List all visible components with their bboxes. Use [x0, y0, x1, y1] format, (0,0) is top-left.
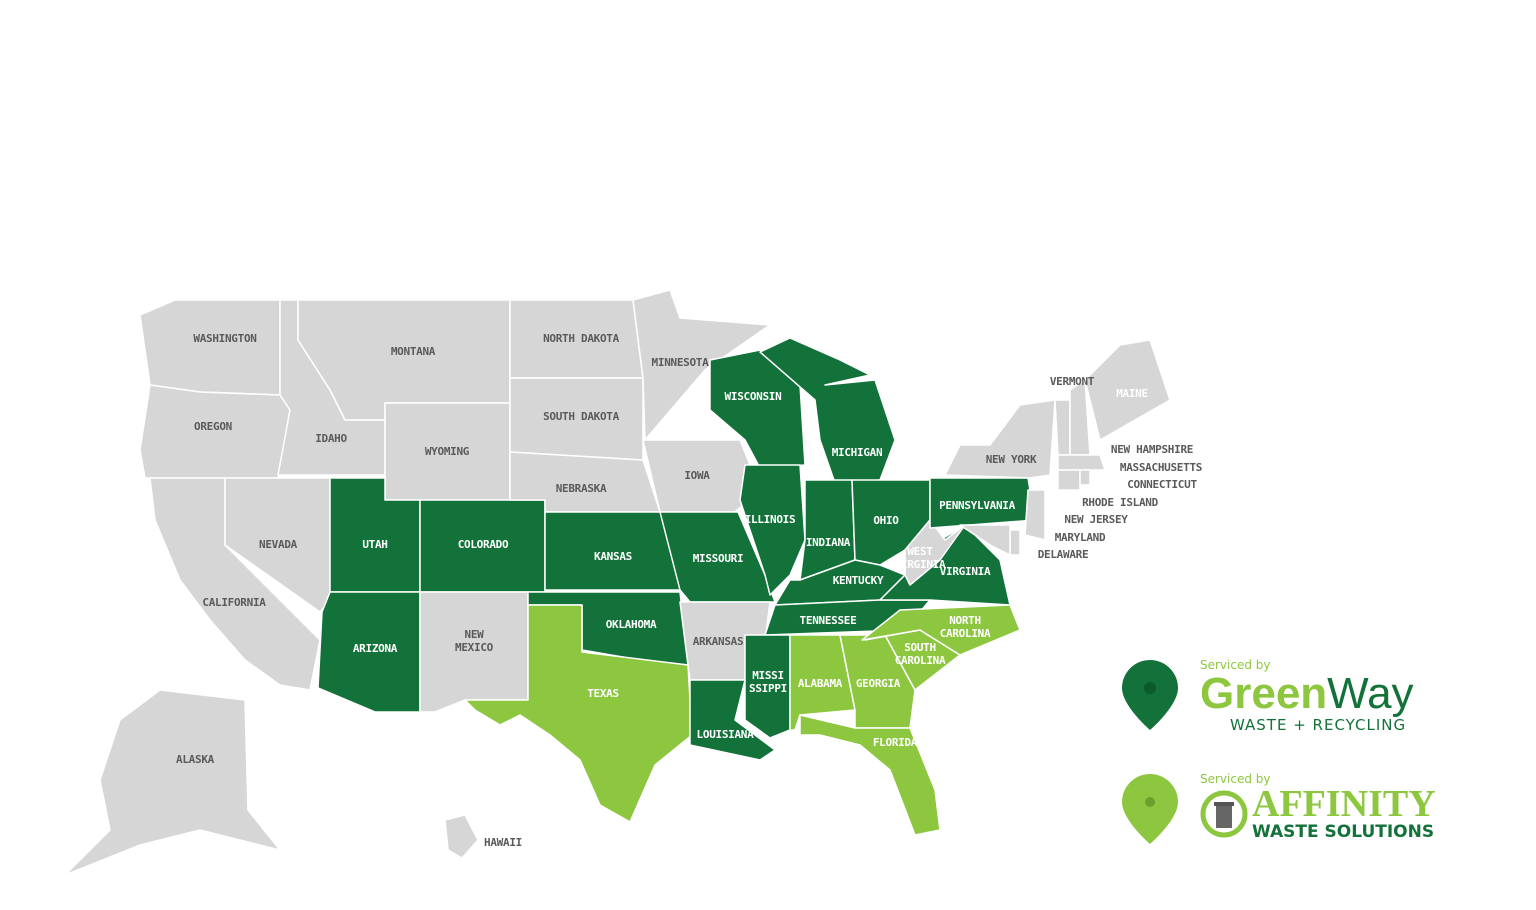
state-label-south-dakota: SOUTH DAKOTA [543, 410, 620, 423]
state-label-oregon: OREGON [194, 420, 232, 433]
state-new-jersey[interactable] [1024, 489, 1046, 541]
state-label-missi-ssippi: MISSI SSIPPI [749, 669, 787, 695]
greenway-tagline: WASTE + RECYCLING [1230, 716, 1407, 734]
state-north-carolina[interactable] [861, 604, 1021, 656]
state-alaska[interactable] [64, 689, 281, 876]
state-illinois[interactable] [739, 464, 806, 596]
affinity-tagline: WASTE SOLUTIONS [1252, 822, 1435, 842]
state-label-nebraska: NEBRASKA [556, 482, 607, 495]
state-florida[interactable] [799, 714, 941, 836]
state-massachusetts[interactable] [1057, 454, 1106, 471]
state-label-delaware: DELAWARE [1038, 548, 1089, 561]
state-label-alabama: ALABAMA [798, 677, 843, 690]
state-label-louisiana: LOUISIANA [697, 728, 755, 741]
state-label-new-hampshire: NEW HAMPSHIRE [1111, 443, 1193, 456]
state-label-utah: UTAH [362, 538, 387, 551]
state-label-california: CALIFORNIA [202, 596, 266, 609]
state-label-washington: WASHINGTON [193, 332, 256, 345]
state-label-rhode-island: RHODE ISLAND [1082, 496, 1159, 509]
serviced-by-label: Serviced by [1200, 658, 1271, 672]
state-minnesota[interactable] [632, 289, 771, 441]
state-label-maryland: MARYLAND [1055, 531, 1106, 544]
affinity-logo: AFFINITY [1252, 783, 1436, 825]
legend-greenway: Serviced by GreenWay WASTE + RECYCLING [1120, 658, 1414, 734]
state-label-tennessee: TENNESSEE [800, 614, 857, 627]
state-label-hawaii: HAWAII [484, 836, 522, 849]
state-label-north-carolina: NORTH CAROLINA [940, 614, 991, 640]
state-delaware[interactable] [1009, 529, 1021, 556]
state-label-wisconsin: WISCONSIN [725, 390, 782, 403]
state-label-nevada: NEVADA [259, 538, 298, 551]
state-label-arkansas: ARKANSAS [693, 635, 744, 648]
state-missouri[interactable] [659, 511, 776, 603]
state-label-massachusetts: MASSACHUSETTS [1120, 461, 1202, 474]
state-hawaii[interactable] [444, 814, 479, 859]
state-label-indiana: INDIANA [806, 536, 851, 549]
state-label-maine: MAINE [1116, 387, 1148, 400]
state-label-west-virginia: WEST VIRGINIA [895, 545, 946, 571]
state-label-north-dakota: NORTH DAKOTA [543, 332, 620, 345]
map-pin-icon [1122, 660, 1178, 730]
state-connecticut[interactable] [1057, 469, 1081, 491]
state-texas[interactable] [464, 604, 693, 823]
greenway-logo: GreenWay [1200, 672, 1414, 716]
greenway-logo-green: Green [1200, 669, 1328, 718]
state-label-michigan: MICHIGAN [832, 446, 883, 459]
state-label-virginia: VIRGINIA [940, 565, 991, 578]
state-label-iowa: IOWA [684, 469, 710, 482]
state-label-illinois: ILLINOIS [745, 513, 796, 526]
state-new-hampshire[interactable] [1069, 379, 1091, 456]
state-label-georgia: GEORGIA [856, 677, 901, 690]
map-pin-icon [1122, 774, 1178, 844]
state-label-alaska: ALASKA [176, 753, 215, 766]
state-label-new-york: NEW YORK [986, 453, 1037, 466]
state-label-kentucky: KENTUCKY [833, 574, 884, 587]
state-vermont[interactable] [1054, 399, 1071, 456]
state-label-montana: MONTANA [391, 345, 436, 358]
state-label-minnesota: MINNESOTA [652, 356, 710, 369]
trash-can-recycle-icon [1200, 790, 1248, 838]
state-label-new-mexico: NEW MEXICO [455, 628, 494, 654]
state-label-idaho: IDAHO [315, 432, 347, 445]
state-label-vermont: VERMONT [1050, 375, 1095, 388]
state-washington[interactable] [139, 299, 281, 396]
state-label-new-jersey: NEW JERSEY [1064, 513, 1128, 526]
state-maryland[interactable] [959, 524, 1011, 556]
state-michigan[interactable] [759, 337, 896, 484]
state-label-texas: TEXAS [587, 687, 619, 700]
state-label-oklahoma: OKLAHOMA [606, 618, 657, 631]
state-label-arizona: ARIZONA [353, 642, 398, 655]
state-label-ohio: OHIO [873, 514, 899, 527]
state-label-wyoming: WYOMING [425, 445, 470, 458]
state-label-south-carolina: SOUTH CAROLINA [895, 641, 946, 667]
serviced-by-label: Serviced by [1200, 772, 1271, 786]
state-label-colorado: COLORADO [458, 538, 509, 551]
greenway-logo-way: Way [1327, 669, 1414, 718]
state-label-connecticut: CONNECTICUT [1127, 478, 1197, 491]
state-label-florida: FLORIDA [873, 736, 918, 749]
state-rhode-island[interactable] [1079, 469, 1091, 486]
state-label-missouri: MISSOURI [693, 552, 744, 565]
state-maine[interactable] [1084, 339, 1171, 441]
state-new-york[interactable] [944, 399, 1056, 479]
legend-affinity: Serviced by AFFINITY WASTE SOLUTIONS [1120, 772, 1436, 847]
state-label-pennsylvania: PENNSYLVANIA [939, 499, 1016, 512]
state-label-kansas: KANSAS [594, 550, 632, 563]
